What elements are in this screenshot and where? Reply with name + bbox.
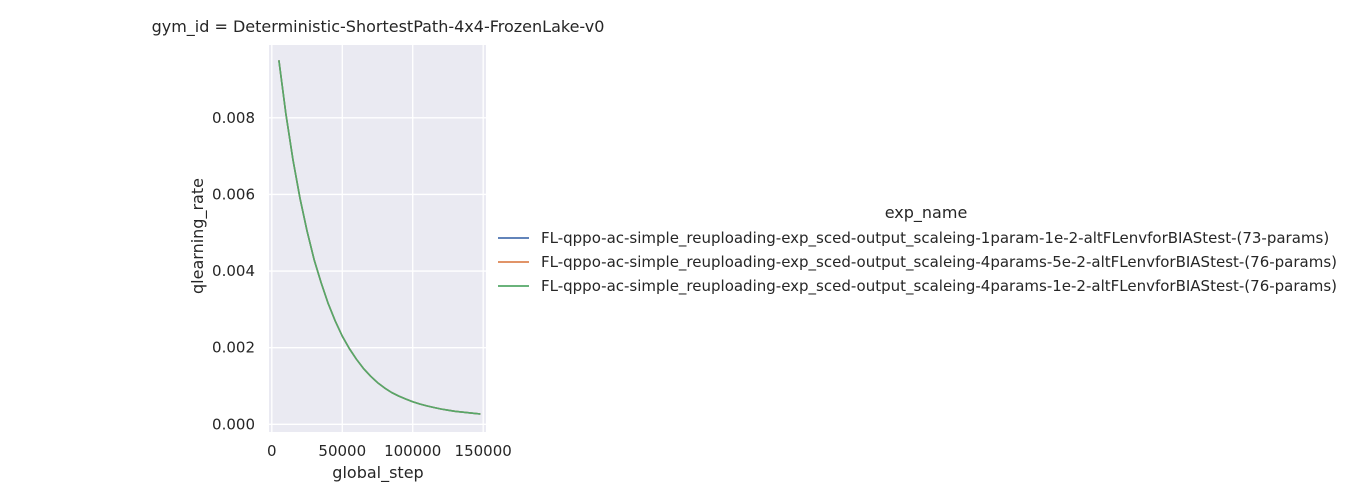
plot-area: [269, 45, 486, 432]
grid: [269, 45, 486, 432]
y-tick-label: 0.006: [212, 185, 255, 203]
x-tick-label: 0: [267, 442, 277, 460]
legend-label: FL-qppo-ac-simple_reuploading-exp_sced-o…: [541, 277, 1337, 296]
legend-label: FL-qppo-ac-simple_reuploading-exp_sced-o…: [541, 229, 1329, 248]
y-tick-label: 0.002: [212, 339, 255, 357]
x-tick-labels: 0 50000 100000 150000: [267, 442, 512, 460]
chart-title: gym_id = Deterministic-ShortestPath-4x4-…: [152, 17, 605, 37]
x-tick-label: 150000: [455, 442, 512, 460]
y-tick-labels: 0.000 0.002 0.004 0.006 0.008: [212, 109, 255, 434]
y-tick-label: 0.000: [212, 415, 255, 433]
series-line-3: [278, 60, 481, 415]
x-axis-label: global_step: [332, 463, 423, 483]
y-axis-label: qlearning_rate: [188, 178, 208, 294]
legend: exp_name FL-qppo-ac-simple_reuploading-e…: [498, 203, 1337, 296]
series-layer: [278, 60, 481, 415]
x-tick-label: 50000: [318, 442, 366, 460]
legend-label: FL-qppo-ac-simple_reuploading-exp_sced-o…: [541, 253, 1337, 272]
x-tick-label: 100000: [384, 442, 441, 460]
y-tick-label: 0.008: [212, 109, 255, 127]
y-tick-label: 0.004: [212, 262, 255, 280]
legend-title: exp_name: [885, 203, 968, 223]
